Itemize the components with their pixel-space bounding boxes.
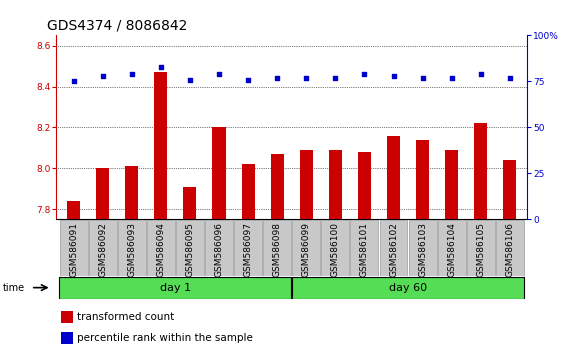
Text: GDS4374 / 8086842: GDS4374 / 8086842 [47,19,187,33]
Text: GSM586094: GSM586094 [157,222,165,277]
Text: GSM586099: GSM586099 [302,222,311,277]
FancyBboxPatch shape [467,220,495,275]
FancyBboxPatch shape [321,220,350,275]
Bar [213,127,226,219]
Bar [242,164,255,219]
Text: day 60: day 60 [389,282,427,293]
FancyBboxPatch shape [292,220,320,275]
Text: GSM586105: GSM586105 [476,222,485,277]
FancyBboxPatch shape [408,220,436,275]
Point [214,71,223,77]
Point [157,64,165,69]
Bar [503,160,517,219]
Text: GSM586096: GSM586096 [214,222,223,277]
Text: time: time [3,282,25,293]
Bar [300,150,313,219]
Text: GSM586098: GSM586098 [273,222,282,277]
FancyBboxPatch shape [205,220,233,275]
Text: GSM586095: GSM586095 [185,222,195,277]
Bar [61,332,72,343]
Text: GSM586106: GSM586106 [505,222,514,277]
Point [447,75,456,81]
Bar [154,72,167,219]
Bar [474,123,488,219]
Point [69,79,78,84]
Point [302,75,311,81]
Bar [445,150,458,219]
FancyBboxPatch shape [118,220,146,275]
Point [418,75,427,81]
Bar [329,150,342,219]
Bar [61,312,72,323]
FancyBboxPatch shape [351,220,379,275]
Text: GSM586103: GSM586103 [418,222,427,277]
Point [186,77,195,82]
Text: GSM586101: GSM586101 [360,222,369,277]
Bar [96,169,109,219]
Bar [67,201,80,219]
FancyBboxPatch shape [147,220,175,275]
FancyBboxPatch shape [59,276,291,299]
Text: GSM586093: GSM586093 [127,222,136,277]
Text: GSM586104: GSM586104 [447,222,456,277]
Point [331,75,340,81]
Point [98,73,107,79]
Point [243,77,252,82]
Point [476,71,485,77]
Text: GSM586092: GSM586092 [98,222,107,277]
Text: GSM586102: GSM586102 [389,222,398,277]
Text: GSM586097: GSM586097 [243,222,252,277]
FancyBboxPatch shape [89,220,117,275]
Text: GSM586091: GSM586091 [69,222,78,277]
FancyBboxPatch shape [176,220,204,275]
Bar [416,140,429,219]
Bar [387,136,400,219]
Point [505,75,514,81]
Point [389,73,398,79]
Bar [270,154,284,219]
FancyBboxPatch shape [496,220,524,275]
Point [360,71,369,77]
FancyBboxPatch shape [292,276,524,299]
FancyBboxPatch shape [438,220,466,275]
FancyBboxPatch shape [380,220,407,275]
Text: transformed count: transformed count [77,312,174,322]
Bar [183,187,196,219]
Point [273,75,282,81]
Text: day 1: day 1 [160,282,191,293]
Text: GSM586100: GSM586100 [331,222,340,277]
FancyBboxPatch shape [263,220,291,275]
Point [127,71,136,77]
Bar [358,152,371,219]
Text: percentile rank within the sample: percentile rank within the sample [77,333,253,343]
FancyBboxPatch shape [234,220,262,275]
FancyBboxPatch shape [59,220,88,275]
Bar [125,166,138,219]
